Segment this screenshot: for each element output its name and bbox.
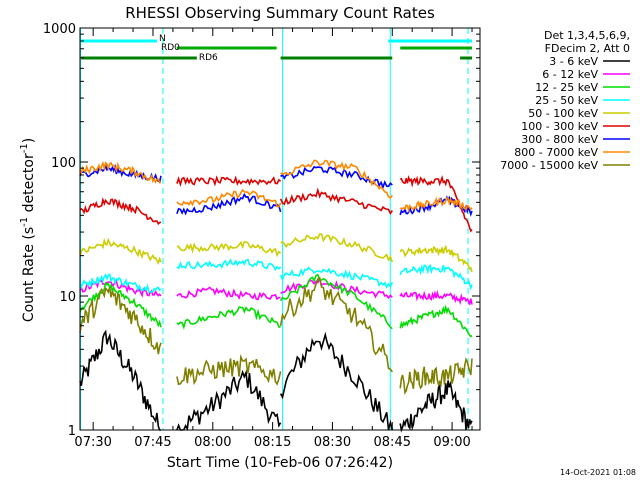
series-line [79, 276, 473, 395]
series-line [79, 273, 473, 338]
legend-label: 6 - 12 keV [542, 68, 598, 81]
series-line [79, 258, 473, 293]
y-axis: 1 10 100 1000 [43, 22, 480, 439]
legend-label: 300 - 800 keV [521, 133, 598, 146]
y-axis-label: Count Rate (s-1 detector-1) [19, 138, 37, 322]
legend-label: 800 - 7000 keV [514, 146, 598, 159]
flag-label: RD6 [199, 53, 218, 63]
series-line [79, 329, 473, 433]
legend: Det 1,3,4,5,6,9,FDecim 2, Att 03 - 6 keV… [500, 29, 630, 172]
legend-label: 50 - 100 keV [528, 107, 598, 120]
y-tick-label: 10 [59, 290, 76, 305]
legend-header: FDecim 2, Att 0 [545, 42, 630, 55]
legend-header: Det 1,3,4,5,6,9, [544, 29, 630, 42]
x-tick-label: 09:00 [433, 435, 470, 450]
x-tick-label: 07:45 [134, 435, 171, 450]
x-axis: 07:30 07:45 08:00 08:15 08:30 08:45 09:00 [74, 28, 473, 450]
series-line [79, 159, 473, 214]
x-axis-label: Start Time (10-Feb-06 07:26:42) [167, 455, 393, 471]
x-tick-label: 08:00 [194, 435, 231, 450]
legend-label: 7000 - 15000 keV [500, 159, 598, 172]
plot-frame [79, 27, 481, 431]
x-tick-label: 08:15 [254, 435, 291, 450]
x-tick-label: 07:30 [74, 435, 111, 450]
series-line [79, 233, 473, 273]
chart-title: RHESSI Observing Summary Count Rates [125, 4, 435, 22]
legend-label: 12 - 25 keV [535, 81, 598, 94]
y-tick-label: 1000 [43, 22, 76, 37]
x-tick-label: 08:30 [314, 435, 351, 450]
legend-label: 3 - 6 keV [549, 55, 598, 68]
x-tick-label: 08:45 [374, 435, 411, 450]
timestamp: 14-Oct-2021 01:08 [560, 468, 636, 477]
flag-label: N [159, 34, 166, 44]
legend-label: 100 - 300 keV [521, 120, 598, 133]
flag-label: RD0 [161, 43, 180, 53]
y-tick-label: 1 [68, 424, 76, 439]
y-tick-label: 100 [51, 156, 76, 171]
series-line [79, 174, 473, 233]
series-line [79, 277, 473, 306]
legend-label: 25 - 50 keV [535, 94, 598, 107]
